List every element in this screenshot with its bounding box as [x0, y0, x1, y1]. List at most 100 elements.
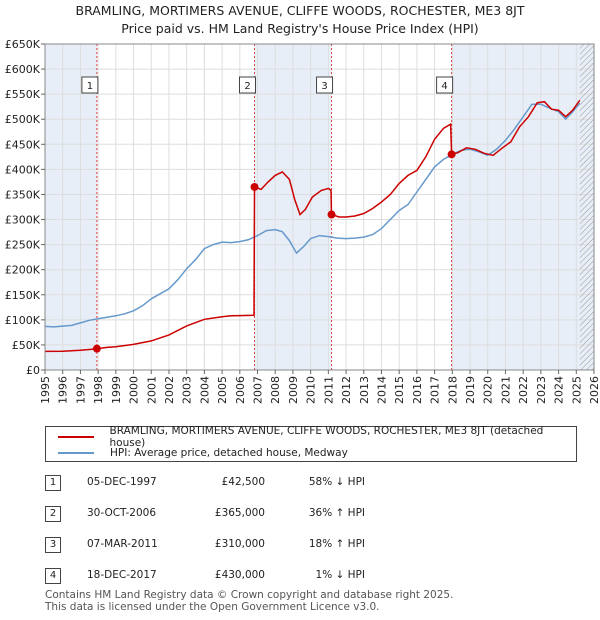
series-line-property — [44, 99, 581, 353]
row-number: 3 — [45, 537, 61, 553]
title-address: BRAMLING, MORTIMERS AVENUE, CLIFFE WOODS… — [75, 3, 525, 18]
footer-licence: This data is licensed under the Open Gov… — [45, 601, 380, 613]
sale-label: 1 — [81, 76, 99, 94]
x-tick-label: 2020 — [482, 376, 495, 404]
x-tick-labels: 1995 1996 1997 1998 1999 2000 2001 2002 2003 2004… — [39, 370, 600, 404]
axes — [44, 43, 595, 371]
row-hpi-diff: 58% ↓ HPI — [308, 476, 365, 488]
sale-label-box — [239, 76, 257, 94]
x-tick-label: 2003 — [181, 376, 194, 404]
x-tick-label: 2001 — [145, 376, 158, 404]
footer-copyright: Contains HM Land Registry data © Crown c… — [45, 589, 454, 601]
title-subtitle: Price paid vs. HM Land Registry's House … — [121, 21, 479, 36]
legend-item-hpi: HPI: Average price, detached house, Medw… — [46, 445, 348, 461]
table-row: 2 30-OCT-2006 £365,000 36% ↑ HPI — [45, 504, 585, 524]
series-lines — [44, 99, 581, 353]
y-tick-label: £350K — [5, 188, 41, 201]
sale-point — [92, 344, 101, 353]
y-tick-label: £600K — [5, 63, 41, 76]
x-tick-label: 2024 — [553, 376, 566, 404]
sale-label-box — [436, 76, 454, 94]
row-date: 30-OCT-2006 — [87, 507, 156, 519]
row-price: £430,000 — [214, 569, 265, 581]
x-tick-label: 2000 — [128, 376, 141, 404]
x-tick-label: 1996 — [57, 376, 70, 404]
shaded-band — [45, 44, 97, 370]
sale-point — [447, 150, 456, 159]
y-tick-label: £550K — [5, 88, 41, 101]
row-date: 07-MAR-2011 — [87, 538, 158, 550]
y-tick-label: £0 — [26, 364, 40, 377]
table-row: 4 18-DEC-2017 £430,000 1% ↓ HPI — [45, 566, 585, 586]
price-chart: 1 2 3 4 £0 £50K £100K £150K £200K £250K £300K £350… — [5, 38, 600, 404]
sale-label: 2 — [239, 76, 257, 94]
hatch-area — [579, 44, 594, 370]
x-tick-label: 2006 — [234, 376, 247, 404]
sale-label-box — [316, 76, 334, 94]
x-tick-label: 1999 — [110, 376, 123, 404]
sale-label: 4 — [436, 76, 454, 94]
sale-points — [92, 150, 456, 353]
sale-label-text: 3 — [321, 81, 327, 92]
table-row: 3 07-MAR-2011 £310,000 18% ↑ HPI — [45, 535, 585, 555]
x-tick-label: 2023 — [535, 376, 548, 404]
legend-label-property: BRAMLING, MORTIMERS AVENUE, CLIFFE WOODS… — [109, 425, 544, 449]
sale-label-text: 1 — [87, 81, 93, 92]
x-tick-label: 2026 — [588, 376, 600, 404]
row-price: £365,000 — [214, 507, 265, 519]
row-date: 18-DEC-2017 — [87, 569, 157, 581]
plot-frame — [44, 43, 595, 371]
row-hpi-diff: 18% ↑ HPI — [308, 538, 365, 550]
x-tick-label: 2013 — [358, 376, 371, 404]
y-tick-label: £250K — [5, 239, 41, 252]
x-tick-label: 2005 — [216, 376, 229, 404]
y-tick-label: £200K — [5, 264, 41, 277]
x-tick-label: 2011 — [322, 376, 335, 404]
x-tick-label: 2007 — [252, 376, 265, 404]
sale-label: 3 — [316, 76, 334, 94]
legend-item-property: BRAMLING, MORTIMERS AVENUE, CLIFFE WOODS… — [46, 425, 576, 449]
chart-title: BRAMLING, MORTIMERS AVENUE, CLIFFE WOODS… — [0, 2, 600, 38]
x-tick-label: 2016 — [411, 376, 424, 404]
legend-swatch-property — [58, 436, 94, 438]
y-tick-label: £300K — [5, 214, 41, 227]
x-tick-label: 2022 — [517, 376, 530, 404]
x-tick-label: 2002 — [163, 376, 176, 404]
sale-label-text: 2 — [244, 81, 250, 92]
sale-point — [327, 210, 336, 219]
y-tick-label: £450K — [5, 138, 41, 151]
x-tick-label: 2017 — [429, 376, 442, 404]
row-price: £42,500 — [221, 476, 265, 488]
footer: Contains HM Land Registry data © Crown c… — [45, 589, 453, 613]
x-tick-label: 2025 — [570, 376, 583, 404]
sale-labels: 1 2 3 4 — [81, 76, 454, 94]
y-tick-label: £50K — [12, 339, 41, 352]
row-date: 05-DEC-1997 — [87, 476, 157, 488]
x-tick-label: 2004 — [198, 376, 211, 404]
series-line-hpi — [44, 102, 581, 328]
legend: BRAMLING, MORTIMERS AVENUE, CLIFFE WOODS… — [45, 425, 577, 462]
table-row: 1 05-DEC-1997 £42,500 58% ↓ HPI — [45, 473, 585, 493]
y-tick-label: £500K — [5, 113, 41, 126]
x-tick-label: 1998 — [92, 376, 105, 404]
y-tick-label: £150K — [5, 289, 41, 302]
sale-label-box — [81, 76, 99, 94]
row-hpi-diff: 1% ↓ HPI — [315, 569, 365, 581]
x-tick-label: 2014 — [375, 376, 388, 404]
y-tick-label: £100K — [5, 314, 41, 327]
y-tick-label: £650K — [5, 38, 41, 51]
x-tick-label: 2009 — [287, 376, 300, 404]
legend-label-hpi: HPI: Average price, detached house, Medw… — [110, 447, 348, 459]
x-tick-label: 2010 — [305, 376, 318, 404]
x-tick-label: 2018 — [446, 376, 459, 404]
y-tick-labels: £0 £50K £100K £150K £200K £250K £300K £350K £400… — [5, 38, 45, 377]
row-number: 4 — [45, 568, 61, 584]
row-number: 2 — [45, 506, 61, 522]
x-tick-label: 2015 — [393, 376, 406, 404]
x-tick-label: 2021 — [499, 376, 512, 404]
x-tick-label: 1995 — [39, 376, 52, 404]
row-hpi-diff: 36% ↑ HPI — [308, 507, 365, 519]
x-tick-label: 2019 — [464, 376, 477, 404]
x-tick-label: 2008 — [269, 376, 282, 404]
row-number: 1 — [45, 475, 61, 491]
